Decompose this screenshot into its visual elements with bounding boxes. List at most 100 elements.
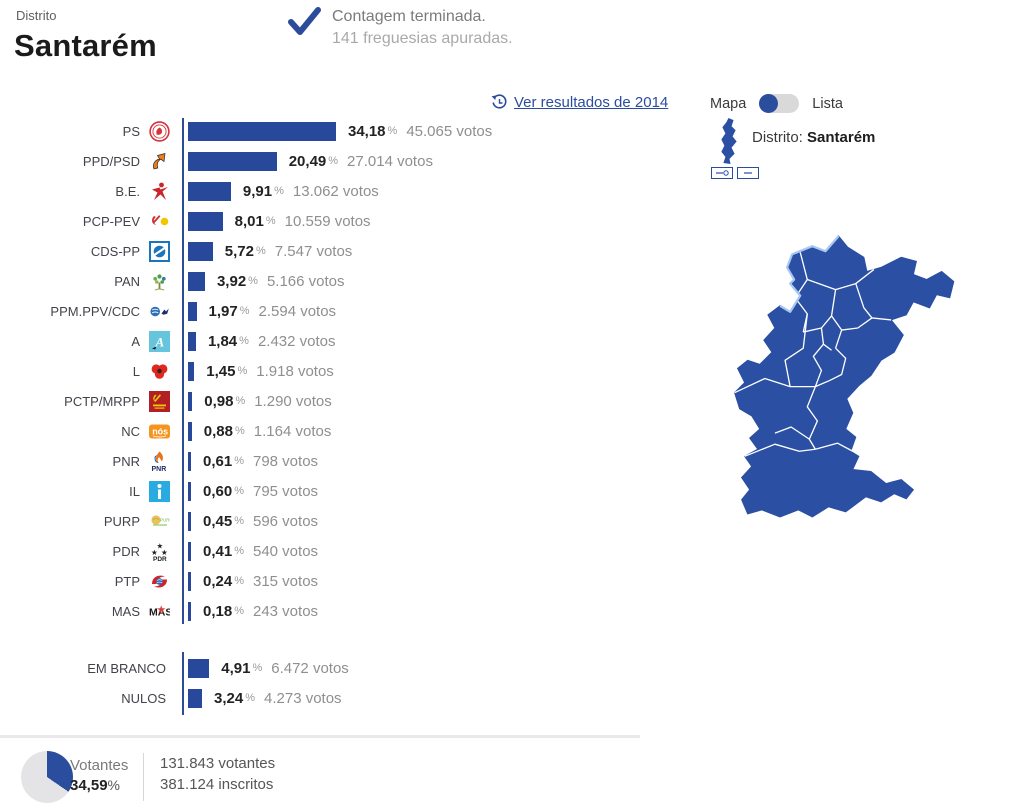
- party-label: A: [131, 334, 140, 349]
- result-bar: [188, 271, 205, 291]
- percent-sign: %: [248, 275, 258, 287]
- result-row: NC nós 0,88% 1.164 votos: [0, 416, 680, 446]
- result-bar: [188, 211, 223, 231]
- result-bar: [188, 121, 336, 141]
- result-row: PURP PURP 0,45% 596 votos: [0, 506, 680, 536]
- party-label: IL: [129, 484, 140, 499]
- footer-divider-line: [0, 735, 640, 738]
- map-list-toggle[interactable]: [759, 94, 800, 113]
- result-bar: [188, 391, 193, 411]
- percent-sign: %: [234, 515, 244, 527]
- result-row: CDS-PP 5,72% 7.547 votos: [0, 236, 680, 266]
- pdr-icon: ★ ★ ★ PDR: [149, 541, 170, 563]
- magnifier-plus-button[interactable]: [711, 167, 733, 179]
- region-name: Santarém: [807, 129, 876, 146]
- votes-value: 243 votos: [252, 602, 319, 620]
- percent-value: 0,18: [203, 602, 233, 620]
- svg-text:PDR: PDR: [153, 556, 167, 562]
- bar-zone: 8,01% 10.559 votos: [188, 206, 371, 236]
- votes-value: 315 votos: [252, 572, 319, 590]
- magnifier-minus-button[interactable]: [737, 167, 759, 179]
- percent-sign: %: [237, 365, 248, 377]
- party-label: PDR: [112, 544, 140, 559]
- bar-zone: 4,91% 6.472 votos: [188, 653, 349, 683]
- party-label: NC: [121, 424, 140, 439]
- previous-results-link-text[interactable]: Ver resultados de 2014: [514, 94, 669, 111]
- result-bar: [188, 601, 191, 621]
- ptp-icon: [149, 571, 170, 592]
- bar-zone: 0,88% 1.164 votos: [188, 416, 331, 446]
- svg-text:nós: nós: [152, 427, 168, 437]
- bar-zone: 1,84% 2.432 votos: [188, 326, 336, 356]
- result-row: EM BRANCO 4,91% 6.472 votos: [0, 653, 680, 683]
- status-text: Contagem terminada.: [332, 8, 486, 25]
- svg-text:★: ★: [161, 548, 168, 557]
- footer-vertical-divider: [143, 753, 144, 801]
- pcp-pev-icon: [149, 211, 170, 232]
- mas-icon: MAS: [149, 601, 170, 622]
- percent-value: 0,88: [203, 422, 233, 440]
- percent-value: 8,01: [234, 212, 264, 230]
- toggle-label-list[interactable]: Lista: [812, 95, 843, 112]
- percent-value: 3,24: [214, 689, 244, 707]
- percent-value: 20,49: [288, 152, 327, 170]
- chart-axis-line-blank: [182, 652, 184, 715]
- result-row: B.E. 9,91% 13.062 votos: [0, 176, 680, 206]
- result-row: NULOS 3,24% 4.273 votos: [0, 683, 680, 713]
- votes-value: 45.065 votos: [406, 122, 493, 140]
- percent-sign: %: [265, 215, 276, 227]
- result-bar: [188, 421, 192, 441]
- percent-sign: %: [235, 395, 246, 407]
- portugal-map-icon[interactable]: [716, 117, 743, 166]
- party-label: CDS-PP: [90, 244, 140, 259]
- previous-results-link[interactable]: Ver resultados de 2014: [491, 94, 668, 111]
- party-label: PAN: [114, 274, 140, 289]
- votes-value: 1.918 votos: [256, 362, 334, 380]
- percent-sign: %: [234, 455, 244, 467]
- percent-value: 0,45: [203, 512, 233, 530]
- district-map[interactable]: [694, 227, 962, 525]
- municipality-borders: [734, 252, 892, 457]
- bar-zone: 0,24% 315 votos: [188, 566, 318, 596]
- percent-sign: %: [274, 185, 284, 197]
- votes-value: 4.273 votos: [264, 689, 342, 707]
- votes-value: 540 votos: [252, 542, 319, 560]
- turnout-percent-value: 34,59: [70, 777, 108, 794]
- percent-sign: %: [239, 305, 250, 317]
- district-map-shape[interactable]: [733, 235, 955, 518]
- view-toggle-row: Mapa Lista: [710, 94, 843, 113]
- highlighted-border: [779, 235, 840, 313]
- percent-sign: %: [387, 125, 398, 137]
- turnout-percent: 34,59%: [70, 777, 120, 794]
- region-label: Distrito:: [752, 129, 803, 146]
- mini-map-buttons: [711, 167, 759, 179]
- magnifier-plus-icon: [716, 170, 729, 176]
- bar-zone: 0,18% 243 votos: [188, 596, 318, 626]
- svg-text:★: ★: [151, 548, 158, 557]
- result-bar: [188, 688, 203, 708]
- result-row: PDR ★ ★ ★ PDR 0,41% 540 votos: [0, 536, 680, 566]
- bar-zone: 1,45% 1.918 votos: [188, 356, 334, 386]
- percent-value: 0,98: [204, 392, 234, 410]
- party-label: MAS: [111, 604, 140, 619]
- bar-zone: 9,91% 13.062 votos: [188, 176, 379, 206]
- percent-value: 5,72: [224, 242, 254, 260]
- ppm-ppv-cdc-icon: [149, 301, 170, 322]
- percent-value: 9,91: [242, 182, 273, 200]
- toggle-label-map[interactable]: Mapa: [710, 95, 747, 112]
- votes-value: 1.164 votos: [253, 422, 332, 440]
- a-icon: A: [149, 331, 170, 352]
- result-row: PNR PNR 0,61% 798 votos: [0, 446, 680, 476]
- be-icon: [149, 181, 170, 202]
- party-label: PNR: [112, 454, 140, 469]
- l-icon: [149, 361, 170, 382]
- result-bar: [188, 541, 191, 561]
- turnout-pie-chart: [21, 751, 73, 803]
- votes-value: 596 votos: [252, 512, 319, 530]
- percent-value: 4,91: [221, 659, 251, 677]
- result-bar: [188, 511, 191, 531]
- history-icon: [491, 94, 507, 109]
- percent-sign: %: [252, 662, 263, 674]
- votes-value: 1.290 votos: [254, 392, 332, 410]
